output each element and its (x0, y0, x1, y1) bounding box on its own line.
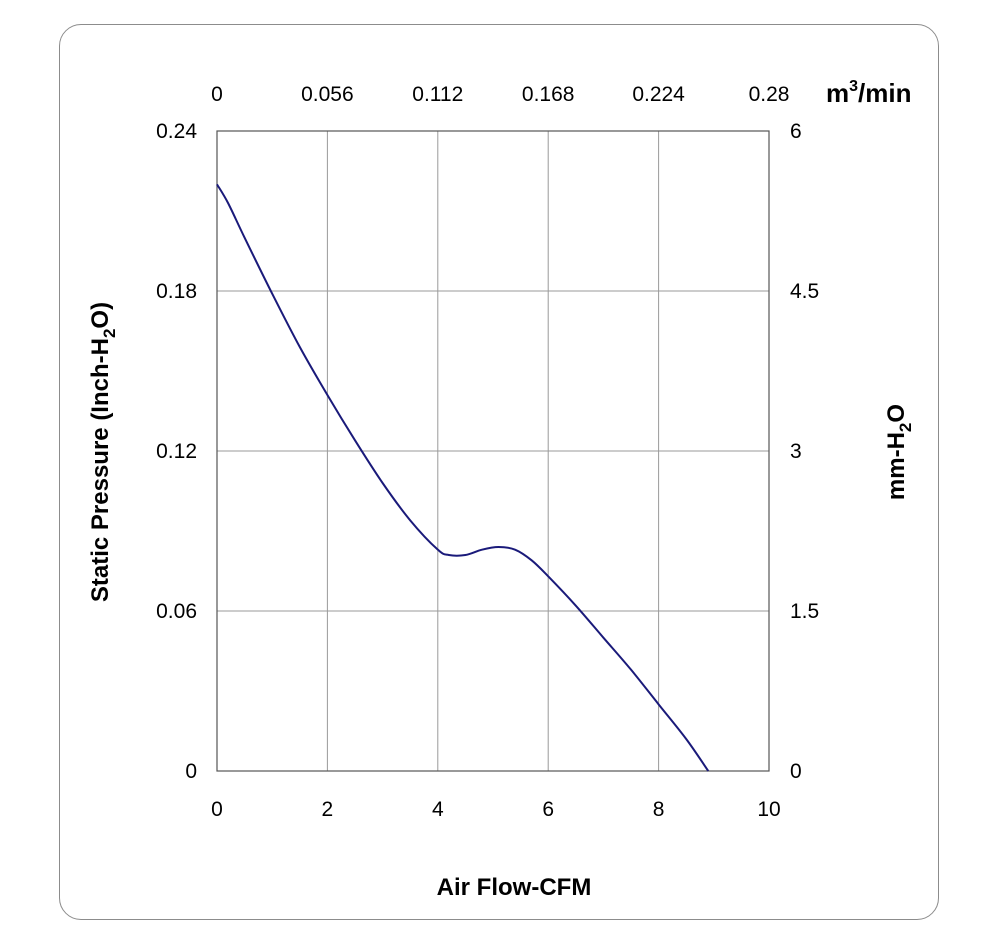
x-bottom-tick-label: 6 (542, 798, 554, 821)
x-bottom-tick-label: 10 (757, 798, 780, 821)
x-bottom-ticks: 0 2 4 6 8 10 (211, 798, 781, 821)
x-bottom-tick-label: 2 (322, 798, 334, 821)
x-bottom-tick-label: 0 (211, 798, 223, 821)
y-right-ticks: 0 1.5 3 4.5 6 (790, 120, 819, 783)
x-top-tick-label: 0.168 (522, 83, 575, 106)
x-bottom-tick-label: 4 (432, 798, 444, 821)
x-top-unit-label: m3/min (826, 78, 911, 108)
y-left-tick-label: 0 (185, 760, 197, 783)
chart-frame (59, 24, 939, 920)
y-left-tick-label: 0.06 (156, 600, 197, 623)
x-top-tick-label: 0.224 (632, 83, 685, 106)
y-left-tick-label: 0.12 (156, 440, 197, 463)
x-top-tick-label: 0.112 (412, 83, 463, 106)
x-bottom-tick-label: 8 (653, 798, 665, 821)
y-right-tick-label: 1.5 (790, 600, 819, 623)
plot-area (216, 130, 770, 772)
y-left-axis-title: Static Pressure (Inch-H2O) (87, 302, 119, 602)
x-top-tick-label: 0 (211, 83, 223, 106)
y-left-tick-label: 0.18 (156, 280, 197, 303)
x-top-ticks: 0 0.056 0.112 0.168 0.224 0.28 (211, 83, 789, 106)
y-right-tick-label: 4.5 (790, 280, 819, 303)
x-top-tick-label: 0.056 (301, 83, 354, 106)
y-right-tick-label: 0 (790, 760, 802, 783)
y-right-axis-title: mm-H2O (883, 404, 915, 500)
y-left-tick-label: 0.24 (156, 120, 197, 143)
y-right-tick-label: 3 (790, 440, 802, 463)
series-line (216, 183, 710, 772)
y-right-tick-label: 6 (790, 120, 802, 143)
x-top-tick-label: 0.28 (749, 83, 790, 106)
y-left-ticks: 0 0.06 0.12 0.18 0.24 (156, 120, 197, 783)
grid-lines (217, 131, 769, 771)
x-axis-title: Air Flow-CFM (437, 874, 592, 901)
